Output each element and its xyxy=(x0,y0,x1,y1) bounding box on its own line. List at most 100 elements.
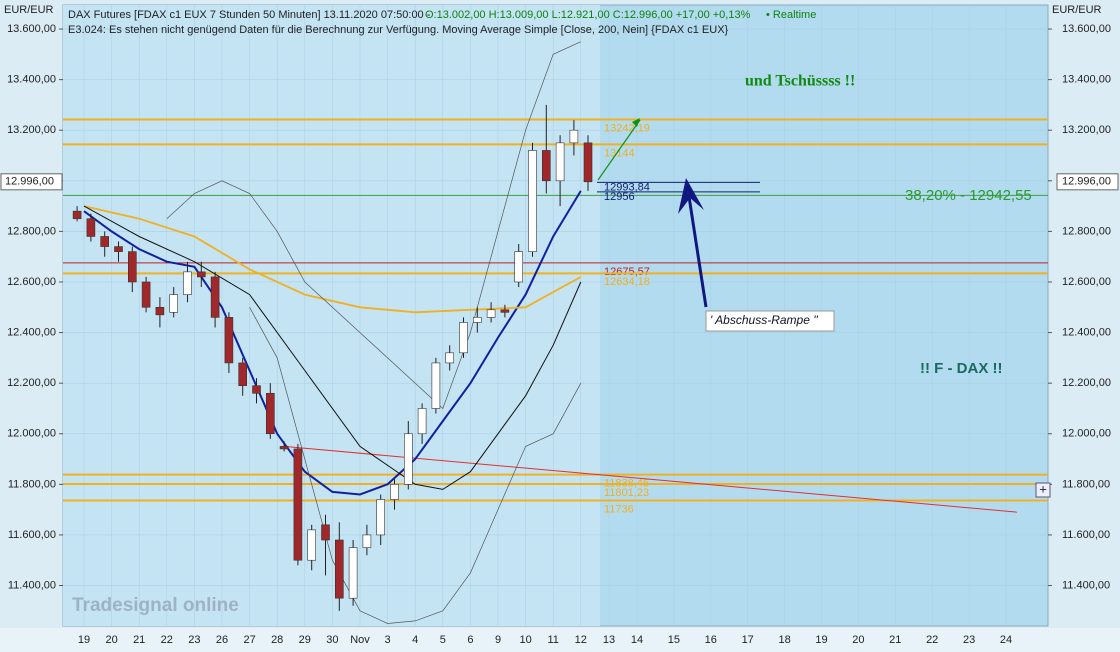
quote: O:13.002,00 H:13.009,00 L:12.921,00 C:12… xyxy=(425,9,751,21)
y-tick-label: 12.800,00 xyxy=(1062,225,1111,237)
candle-body xyxy=(72,210,82,220)
y-tick-label: 12.000,00 xyxy=(7,428,56,440)
line-series xyxy=(249,307,582,624)
annotation: ' Abschuss-Rampe '' xyxy=(710,313,819,327)
annotation: 38,20% - 12942,55 xyxy=(905,187,1032,204)
x-tick-label: 16 xyxy=(705,634,717,646)
x-tick-label: 26 xyxy=(216,634,228,646)
line-series xyxy=(83,190,582,496)
candle-body xyxy=(265,392,275,435)
x-tick-label: 27 xyxy=(243,634,255,646)
x-tick-label: 10 xyxy=(519,634,531,646)
candle-body xyxy=(321,524,330,541)
chart-title: DAX Futures [FDAX c1 EUX 7 Stunden 50 Mi… xyxy=(68,9,431,21)
y-tick-label: 12.400,00 xyxy=(1062,326,1111,338)
y-tick-label: 12.400,00 xyxy=(7,326,56,338)
y-tick-label: 12.800,00 xyxy=(7,225,56,237)
annotation-box xyxy=(705,310,835,332)
x-tick-label: 14 xyxy=(631,634,643,646)
logo: Tradesignal online xyxy=(72,595,239,616)
candle-body xyxy=(86,218,96,237)
y-tick-label: 11.400,00 xyxy=(1062,579,1110,591)
y-tick-label: 12.200,00 xyxy=(1062,377,1111,389)
annotation: !! F - DAX !! xyxy=(920,360,1002,377)
x-tick-label: 19 xyxy=(78,634,90,646)
line-series xyxy=(166,41,581,410)
y-tick-label: 11.800,00 xyxy=(1062,478,1110,490)
box-label: 12993,84 xyxy=(604,181,650,193)
candle-body xyxy=(514,251,524,283)
candle-body xyxy=(197,271,206,278)
candle-body xyxy=(555,142,565,182)
x-tick-label: 17 xyxy=(742,634,754,646)
y-tick-label: 11.600,00 xyxy=(8,529,56,541)
candle-body xyxy=(500,309,510,313)
x-tick-label: 23 xyxy=(963,634,975,646)
level-label: 11801,23 xyxy=(604,487,649,499)
x-tick-label: 9 xyxy=(495,634,501,646)
zoom-button[interactable] xyxy=(1035,482,1051,498)
candle-body xyxy=(348,547,358,599)
arrow xyxy=(597,119,641,181)
y-tick-label: 13.600,00 xyxy=(1062,23,1111,35)
x-tick-label: 3 xyxy=(385,634,391,646)
y-tick-label: 12.000,00 xyxy=(1062,428,1111,440)
level-label: 11736 xyxy=(604,503,634,515)
past-area xyxy=(63,5,600,626)
candle-body xyxy=(238,362,247,386)
candle-body xyxy=(252,385,261,394)
line-series xyxy=(83,205,582,490)
x-tick-label: 22 xyxy=(926,634,938,646)
candle-body xyxy=(155,306,165,316)
last-price-label: 12.996,00 xyxy=(1062,176,1111,188)
level-label: 13144 xyxy=(604,147,635,159)
y-tick-label: 12.600,00 xyxy=(1062,276,1111,288)
candle-body xyxy=(569,129,579,144)
y-tick-label: 11.600,00 xyxy=(1062,529,1110,541)
candle-body xyxy=(183,271,192,295)
x-tick-label: 5 xyxy=(440,634,446,646)
y-tick-label: 13.200,00 xyxy=(1062,124,1111,136)
x-tick-label: 24 xyxy=(1000,634,1012,646)
box-label: 12956 xyxy=(604,191,635,203)
candle-body xyxy=(224,317,234,364)
x-tick-label: 15 xyxy=(668,634,680,646)
y-tick-label: 13.400,00 xyxy=(7,74,56,86)
candle-body xyxy=(541,150,551,182)
x-tick-label: 21 xyxy=(133,634,145,646)
candle-body xyxy=(472,317,482,323)
candle-body xyxy=(376,499,386,536)
level-label: 13242,19 xyxy=(604,122,650,134)
candle-body xyxy=(486,309,496,318)
y-tick-label: 13.200,00 xyxy=(7,124,56,136)
x-tick-label: 19 xyxy=(815,634,827,646)
candle-body xyxy=(417,408,427,435)
y-tick-label: 12.600,00 xyxy=(7,276,56,288)
x-tick-label: 21 xyxy=(889,634,901,646)
x-tick-label: 20 xyxy=(105,634,117,646)
arrow xyxy=(686,189,708,308)
y-tick-label: 12.200,00 xyxy=(7,377,56,389)
grid: 11.400,00 11.400,00 11.600,00 11.600,00 11.8… xyxy=(7,5,1111,646)
x-tick-label: 18 xyxy=(778,634,790,646)
y-unit-right: EUR/EUR xyxy=(1052,4,1102,16)
x-tick-label: 11 xyxy=(547,634,558,646)
x-tick-label: 4 xyxy=(412,634,418,646)
last-price-label: 12.996,00 xyxy=(5,176,54,188)
level-label: 12675,57 xyxy=(604,266,650,278)
date-axis xyxy=(0,628,1120,652)
candle-body xyxy=(528,150,537,252)
x-tick-label: 12 xyxy=(575,634,587,646)
arrow-head xyxy=(678,178,704,214)
candle-body xyxy=(210,276,220,318)
x-tick-label: 29 xyxy=(299,634,311,646)
plot: 13242,191314412675,5712634,1811838,45118… xyxy=(0,41,1119,624)
x-tick-label: 22 xyxy=(161,634,173,646)
y-tick-label: 11.800,00 xyxy=(8,478,56,490)
arrow-head xyxy=(632,118,640,127)
subtitle: E3.024: Es stehen nicht genügend Daten f… xyxy=(68,24,729,36)
x-tick-label: 13 xyxy=(603,634,615,646)
candle-body xyxy=(293,448,303,561)
